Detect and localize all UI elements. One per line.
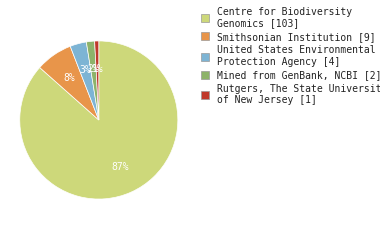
Legend: Centre for Biodiversity
Genomics [103], Smithsonian Institution [9], United Stat: Centre for Biodiversity Genomics [103], … [199, 5, 380, 107]
Wedge shape [86, 41, 99, 120]
Wedge shape [95, 41, 99, 120]
Text: 1%: 1% [92, 64, 103, 74]
Wedge shape [40, 46, 99, 120]
Text: 3%: 3% [79, 66, 91, 75]
Text: 2%: 2% [87, 64, 99, 74]
Wedge shape [20, 41, 178, 199]
Text: 8%: 8% [63, 73, 75, 83]
Text: 87%: 87% [111, 162, 129, 172]
Wedge shape [70, 42, 99, 120]
